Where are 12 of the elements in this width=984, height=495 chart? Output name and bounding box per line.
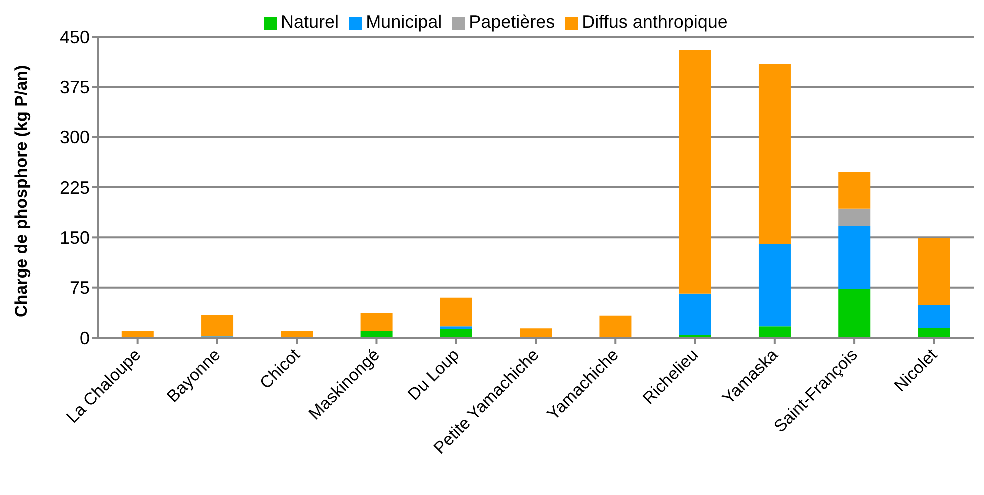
legend-label: Papetières (469, 12, 556, 32)
y-tick-label: 0 (80, 328, 90, 348)
y-tick-label: 450 (60, 27, 90, 48)
legend-label: Diffus anthropique (582, 12, 728, 32)
legend-label: Municipal (366, 12, 442, 32)
y-tick-label: 300 (60, 128, 90, 148)
y-tick-label: 375 (60, 78, 90, 98)
legend-label: Naturel (281, 12, 340, 32)
y-axis-title: Charge de phosphore (kg P/an) (12, 65, 32, 318)
y-tick-label: 75 (70, 278, 90, 298)
y-tick-label: 150 (60, 228, 90, 248)
y-tick-label: 225 (60, 178, 90, 198)
